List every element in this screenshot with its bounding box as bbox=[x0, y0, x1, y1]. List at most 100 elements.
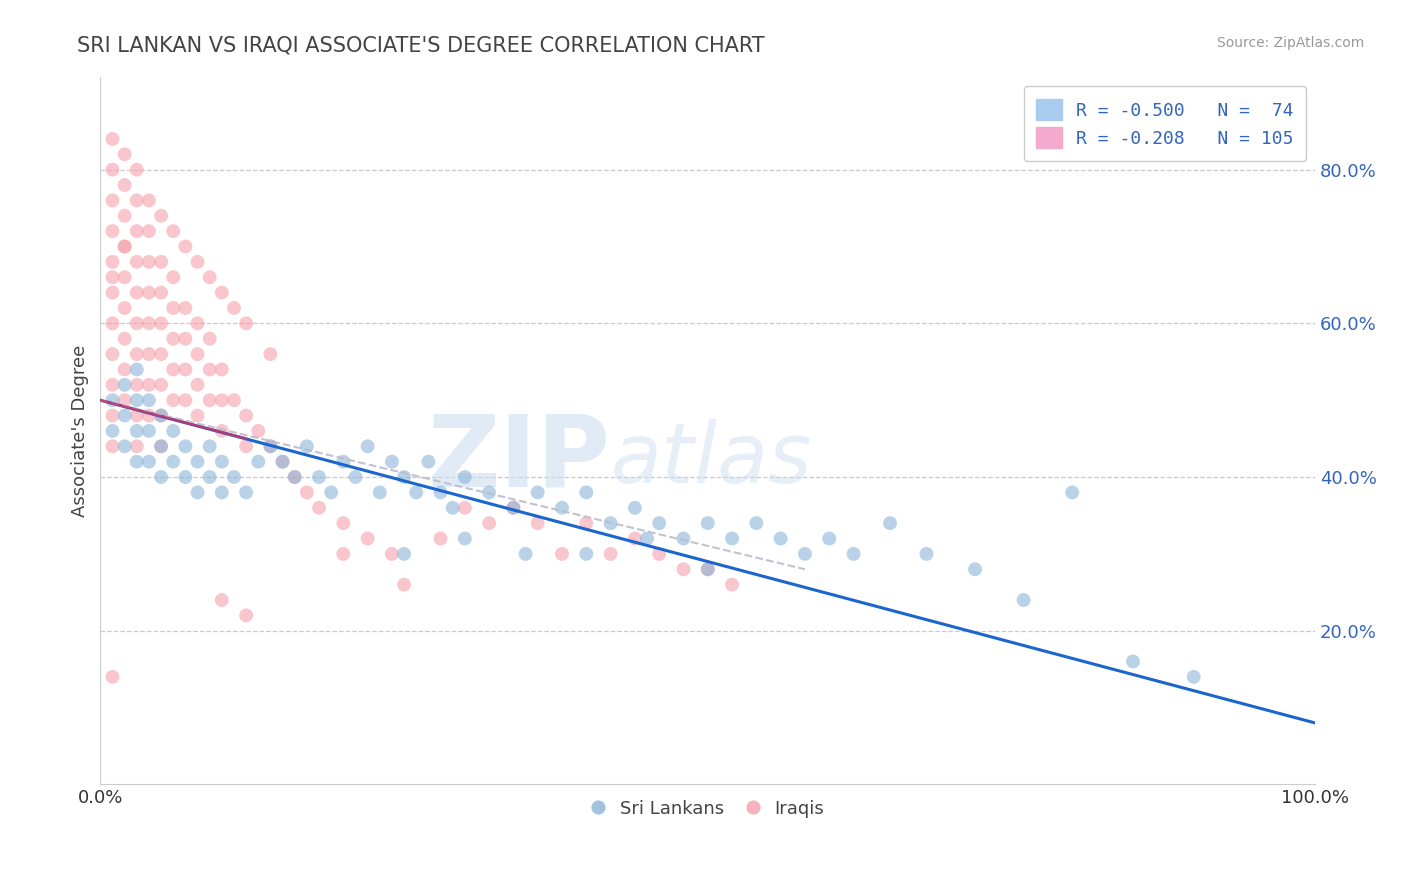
Point bbox=[125, 194, 148, 208]
Point bbox=[418, 455, 440, 469]
Point bbox=[599, 516, 621, 530]
Point bbox=[381, 547, 404, 561]
Point bbox=[235, 316, 257, 330]
Point bbox=[101, 670, 124, 684]
Point bbox=[125, 455, 148, 469]
Point bbox=[454, 532, 477, 546]
Point bbox=[114, 147, 136, 161]
Point bbox=[222, 470, 245, 484]
Point bbox=[174, 332, 197, 346]
Point bbox=[696, 562, 718, 576]
Text: SRI LANKAN VS IRAQI ASSOCIATE'S DEGREE CORRELATION CHART: SRI LANKAN VS IRAQI ASSOCIATE'S DEGREE C… bbox=[77, 36, 765, 55]
Point bbox=[624, 532, 647, 546]
Point bbox=[186, 255, 208, 269]
Point bbox=[101, 162, 124, 177]
Point bbox=[162, 224, 184, 238]
Point bbox=[125, 224, 148, 238]
Point bbox=[101, 347, 124, 361]
Point bbox=[138, 285, 160, 300]
Point bbox=[515, 547, 537, 561]
Point bbox=[721, 532, 744, 546]
Point bbox=[356, 532, 378, 546]
Point bbox=[259, 439, 281, 453]
Point bbox=[284, 470, 307, 484]
Point bbox=[138, 409, 160, 423]
Point bbox=[211, 362, 233, 376]
Point bbox=[441, 500, 464, 515]
Point bbox=[101, 393, 124, 408]
Point bbox=[101, 194, 124, 208]
Point bbox=[125, 316, 148, 330]
Point bbox=[575, 485, 598, 500]
Point bbox=[211, 455, 233, 469]
Point bbox=[235, 409, 257, 423]
Point bbox=[332, 547, 354, 561]
Point bbox=[879, 516, 901, 530]
Point bbox=[186, 316, 208, 330]
Point bbox=[186, 455, 208, 469]
Point bbox=[392, 470, 415, 484]
Point bbox=[114, 377, 136, 392]
Point bbox=[745, 516, 768, 530]
Point bbox=[186, 409, 208, 423]
Point bbox=[332, 455, 354, 469]
Point bbox=[150, 409, 173, 423]
Point bbox=[696, 516, 718, 530]
Point bbox=[114, 439, 136, 453]
Point bbox=[648, 516, 671, 530]
Point bbox=[211, 285, 233, 300]
Point bbox=[138, 393, 160, 408]
Point bbox=[648, 547, 671, 561]
Point bbox=[769, 532, 792, 546]
Point bbox=[235, 485, 257, 500]
Point bbox=[162, 301, 184, 315]
Point bbox=[114, 239, 136, 253]
Point bbox=[138, 316, 160, 330]
Point bbox=[222, 393, 245, 408]
Point bbox=[114, 209, 136, 223]
Point bbox=[162, 393, 184, 408]
Point bbox=[284, 470, 307, 484]
Point bbox=[478, 516, 501, 530]
Point bbox=[478, 485, 501, 500]
Point bbox=[526, 516, 548, 530]
Point bbox=[551, 547, 574, 561]
Point bbox=[150, 409, 173, 423]
Text: ZIP: ZIP bbox=[427, 410, 610, 508]
Point bbox=[101, 270, 124, 285]
Point bbox=[138, 194, 160, 208]
Point bbox=[198, 362, 221, 376]
Point bbox=[138, 255, 160, 269]
Point bbox=[150, 377, 173, 392]
Point bbox=[138, 455, 160, 469]
Point bbox=[308, 500, 330, 515]
Point bbox=[1062, 485, 1084, 500]
Point bbox=[138, 377, 160, 392]
Point bbox=[963, 562, 986, 576]
Point bbox=[125, 285, 148, 300]
Point bbox=[794, 547, 817, 561]
Point bbox=[162, 424, 184, 438]
Point bbox=[150, 285, 173, 300]
Point bbox=[454, 500, 477, 515]
Point bbox=[259, 439, 281, 453]
Point bbox=[114, 239, 136, 253]
Point bbox=[114, 332, 136, 346]
Point bbox=[198, 470, 221, 484]
Point bbox=[392, 577, 415, 591]
Y-axis label: Associate's Degree: Associate's Degree bbox=[72, 345, 89, 517]
Point bbox=[114, 362, 136, 376]
Point bbox=[696, 562, 718, 576]
Point bbox=[356, 439, 378, 453]
Point bbox=[332, 516, 354, 530]
Point bbox=[818, 532, 841, 546]
Point bbox=[174, 439, 197, 453]
Point bbox=[101, 132, 124, 146]
Point bbox=[295, 485, 318, 500]
Point bbox=[114, 178, 136, 192]
Point bbox=[101, 255, 124, 269]
Point bbox=[174, 393, 197, 408]
Point bbox=[125, 347, 148, 361]
Point bbox=[174, 362, 197, 376]
Point bbox=[295, 439, 318, 453]
